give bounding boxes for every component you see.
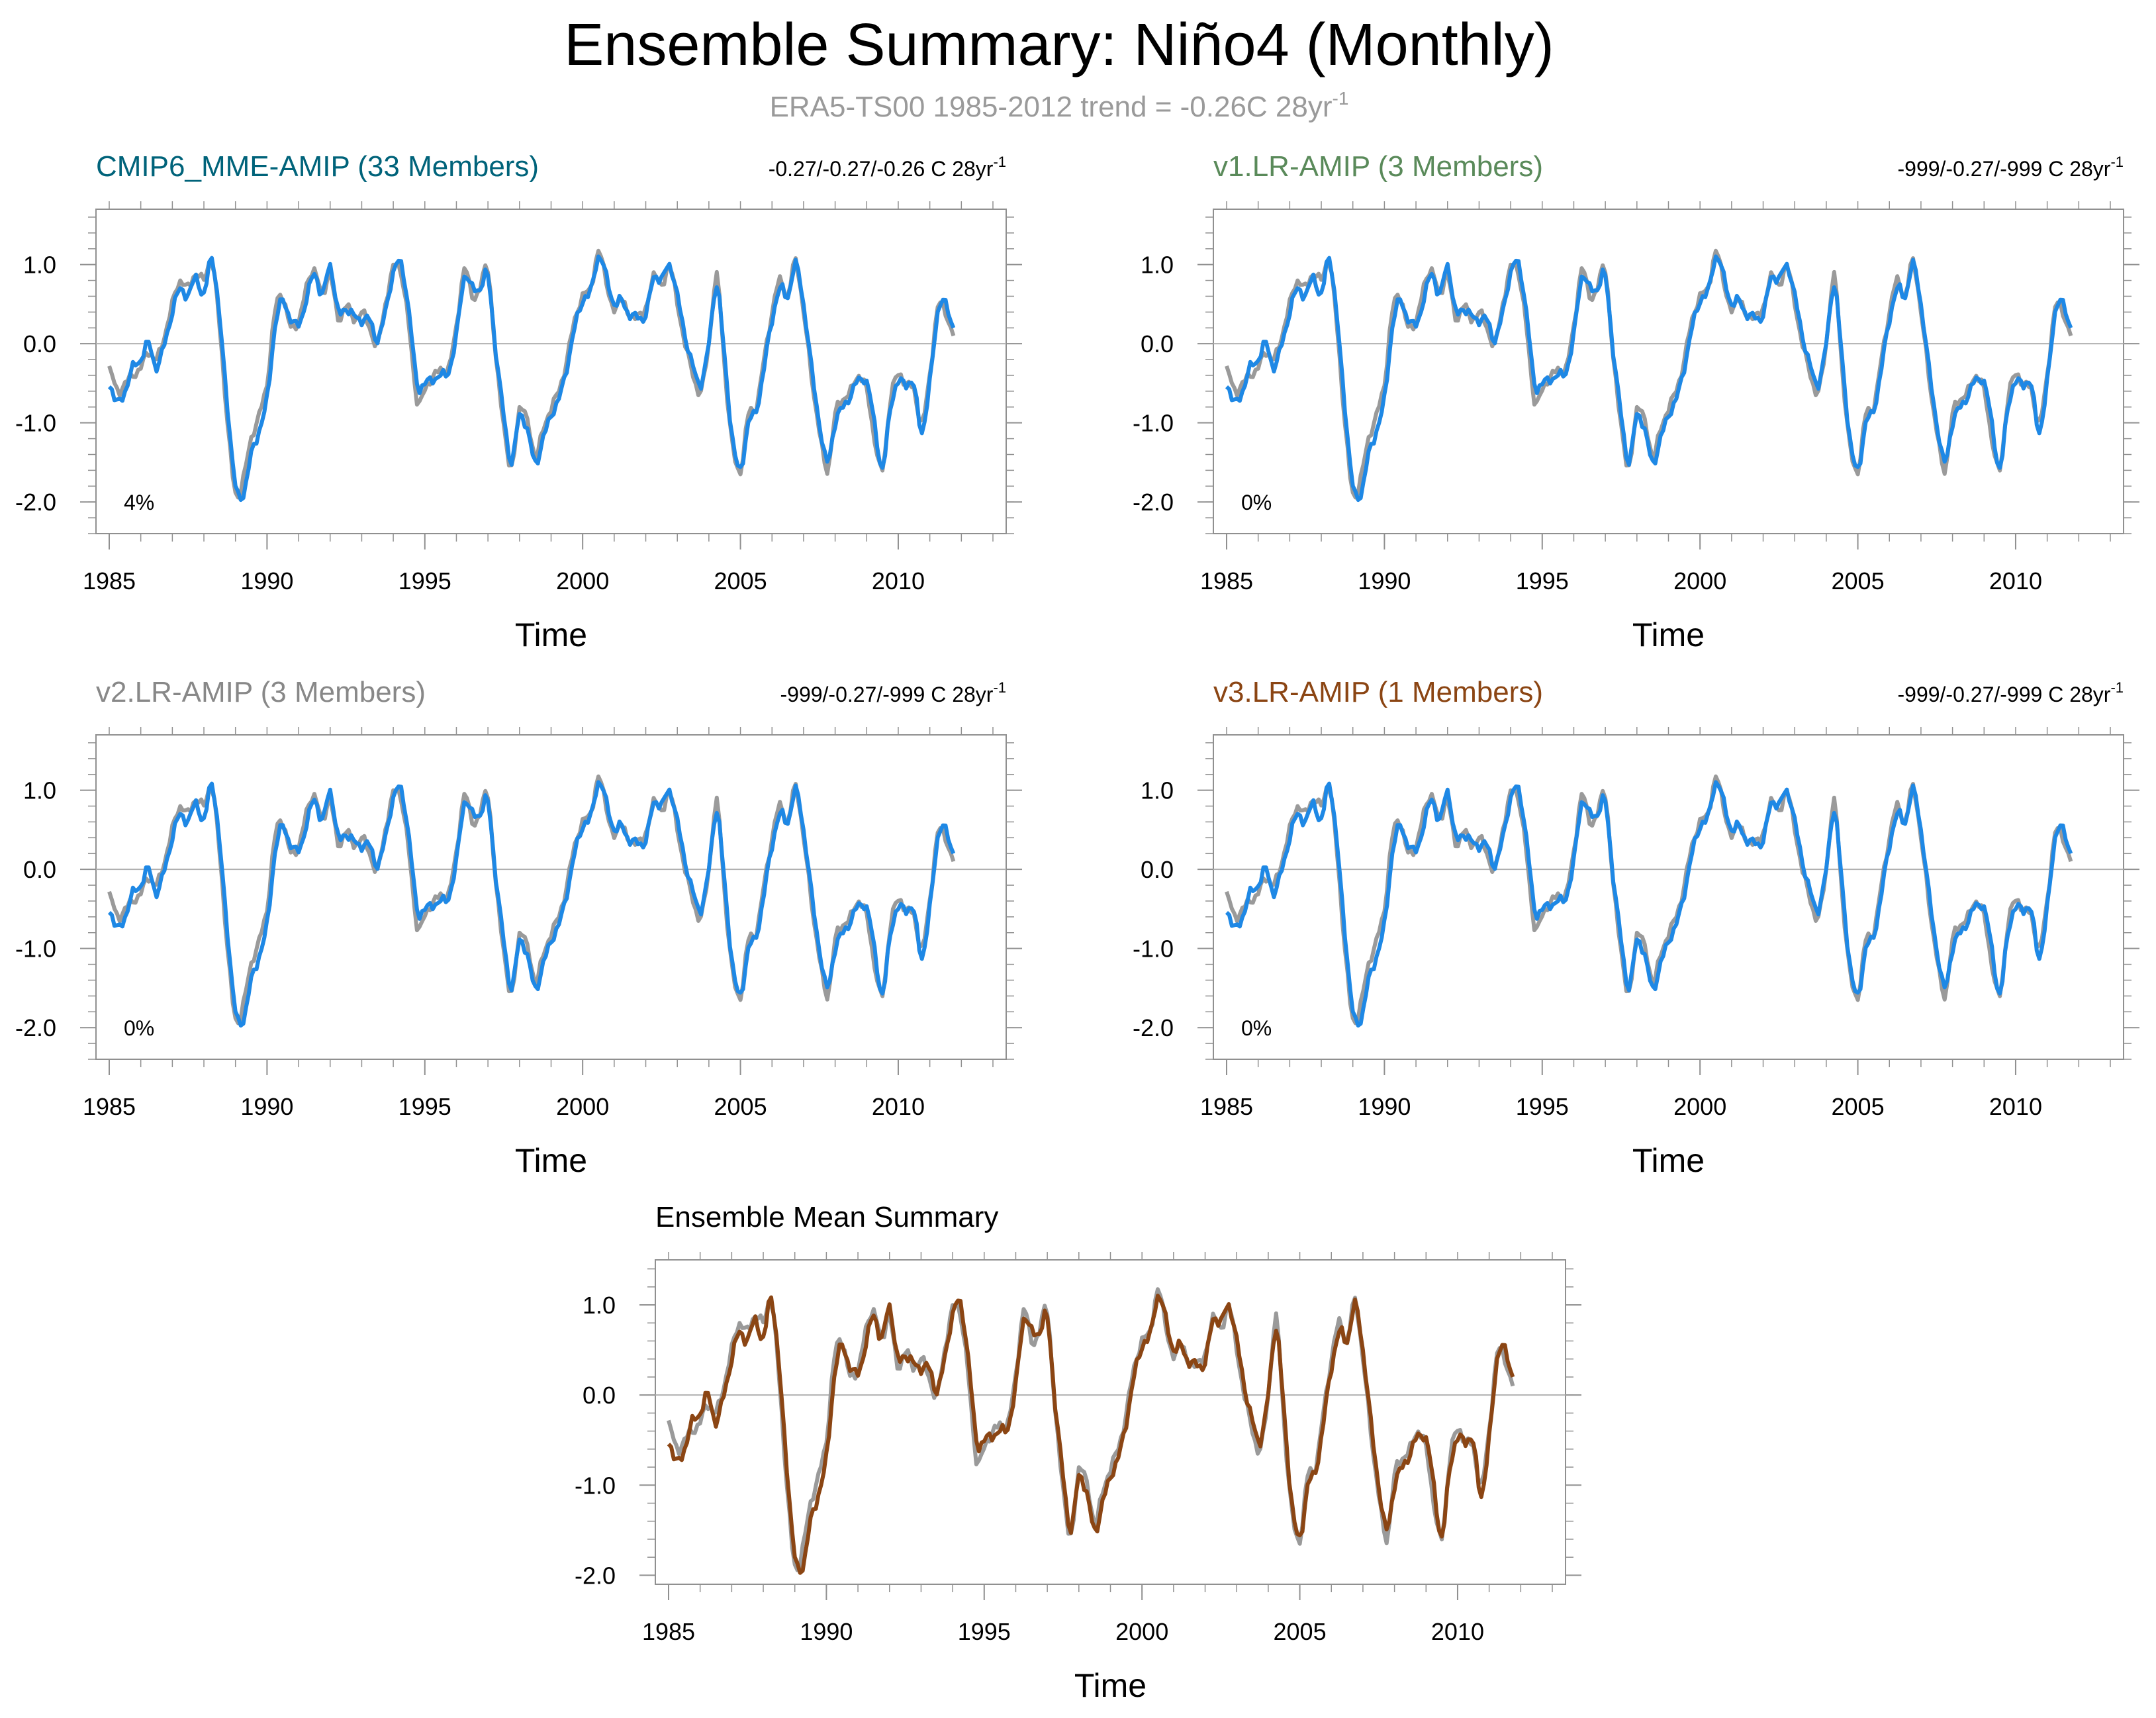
x-tick-label: 1995 [958, 1618, 1011, 1645]
panel-trend: -999/-0.27/-999 C 28yr-1 [1897, 679, 2124, 706]
panel-trend-superscript: -1 [993, 679, 1006, 696]
chart-panel-1: 1.0 0.0 -1.0 -2.0 1985 1990 1995 2000 2005 2010 Ti… [15, 150, 1022, 653]
x-tick-label: 1995 [398, 1093, 451, 1120]
y-tick-label: 1.0 [1141, 252, 1174, 279]
figure-title: Ensemble Summary: Niño4 (Monthly) [564, 12, 1554, 78]
x-tick-label: 1995 [1516, 567, 1569, 595]
panel-percent: 0% [124, 1016, 154, 1040]
y-tick-label: -1.0 [15, 410, 56, 437]
y-tick-label: -2.0 [15, 489, 56, 516]
x-tick-label: 2010 [872, 1093, 925, 1120]
x-tick-label: 2000 [556, 567, 609, 595]
panel-trend-text: -0.27/-0.27/-0.26 C 28yr [769, 157, 994, 181]
y-tick-label: -1.0 [15, 935, 56, 963]
y-tick-label: 0.0 [23, 330, 56, 358]
x-tick-label: 2005 [1832, 567, 1885, 595]
y-tick-label: 1.0 [583, 1292, 616, 1319]
panel-trend: -999/-0.27/-999 C 28yr-1 [1897, 154, 2124, 181]
panel-trend: -999/-0.27/-999 C 28yr-1 [780, 679, 1006, 706]
chart-panel-3: 1.0 0.0 -1.0 -2.0 1985 1990 1995 2000 2005 2010 Ti… [15, 676, 1022, 1179]
x-tick-label: 1985 [1200, 1093, 1253, 1120]
x-tick-label: 1990 [1358, 1093, 1411, 1120]
series-line-model [107, 254, 956, 502]
panel-title: CMIP6_MME-AMIP (33 Members) [96, 150, 539, 183]
x-axis-title: Time [515, 616, 587, 653]
x-tick-label: 1985 [642, 1618, 695, 1645]
y-tick-label: 0.0 [583, 1382, 616, 1409]
x-tick-label: 2000 [1673, 567, 1726, 595]
panel-percent: 0% [1241, 1016, 1272, 1040]
x-tick-label: 2000 [556, 1093, 609, 1120]
y-tick-label: -2.0 [575, 1562, 616, 1589]
x-tick-label: 2005 [1832, 1093, 1885, 1120]
y-tick-label: 0.0 [23, 856, 56, 883]
y-tick-label: 0.0 [1141, 856, 1174, 883]
series-line-model [1225, 780, 2073, 1028]
y-tick-label: -1.0 [1133, 935, 1174, 963]
panel-trend-superscript: -1 [2110, 154, 2124, 170]
x-axis-title: Time [1632, 616, 1705, 653]
panel-trend-text: -999/-0.27/-999 C 28yr [780, 683, 993, 706]
chart-panel-4: 1.0 0.0 -1.0 -2.0 1985 1990 1995 2000 2005 2010 Ti… [1133, 676, 2139, 1179]
x-tick-label: 2005 [1274, 1618, 1327, 1645]
x-tick-label: 1990 [240, 1093, 293, 1120]
series-line-model [107, 780, 956, 1028]
y-tick-label: -2.0 [1133, 1014, 1174, 1041]
x-axis-title: Time [1074, 1667, 1147, 1704]
x-tick-label: 2010 [1431, 1618, 1484, 1645]
y-tick-label: 1.0 [23, 777, 56, 804]
series-line-model [667, 1294, 1515, 1575]
panel-trend: -0.27/-0.27/-0.26 C 28yr-1 [769, 154, 1006, 181]
x-tick-label: 2000 [1673, 1093, 1726, 1120]
y-tick-label: -1.0 [1133, 410, 1174, 437]
panels: 1.0 0.0 -1.0 -2.0 1985 1990 1995 2000 2005 2010 Ti… [15, 150, 2139, 1704]
y-tick-label: -2.0 [1133, 489, 1174, 516]
panel-trend-superscript: -1 [2110, 679, 2124, 696]
x-tick-label: 1995 [398, 567, 451, 595]
y-tick-label: 1.0 [1141, 777, 1174, 804]
x-tick-label: 2010 [1989, 567, 2042, 595]
x-tick-label: 1985 [1200, 567, 1253, 595]
panel-percent: 4% [124, 491, 154, 514]
x-tick-label: 1995 [1516, 1093, 1569, 1120]
panel-title: v2.LR-AMIP (3 Members) [96, 676, 426, 708]
y-tick-label: -1.0 [575, 1472, 616, 1499]
y-tick-label: 1.0 [23, 252, 56, 279]
x-tick-label: 1985 [83, 1093, 136, 1120]
x-tick-label: 1990 [240, 567, 293, 595]
x-tick-label: 2010 [1989, 1093, 2042, 1120]
x-tick-label: 1985 [83, 567, 136, 595]
panel-title: Ensemble Mean Summary [655, 1201, 998, 1233]
panel-title: v1.LR-AMIP (3 Members) [1213, 150, 1543, 183]
x-tick-label: 2000 [1115, 1618, 1168, 1645]
chart-panel-5: 1.0 0.0 -1.0 -2.0 1985 1990 1995 2000 2005 2010 Ti… [575, 1201, 1581, 1704]
figure-subtitle-text: ERA5-TS00 1985-2012 trend = -0.26C 28yr [770, 91, 1333, 123]
x-tick-label: 2005 [714, 1093, 767, 1120]
x-tick-label: 1990 [1358, 567, 1411, 595]
x-axis-title: Time [515, 1142, 587, 1179]
x-tick-label: 2010 [872, 567, 925, 595]
x-tick-label: 1990 [800, 1618, 853, 1645]
panel-trend-text: -999/-0.27/-999 C 28yr [1897, 683, 2110, 706]
panel-trend-superscript: -1 [993, 154, 1006, 170]
chart-panel-2: 1.0 0.0 -1.0 -2.0 1985 1990 1995 2000 2005 2010 Ti… [1133, 150, 2139, 653]
panel-title: v3.LR-AMIP (1 Members) [1213, 676, 1543, 708]
x-tick-label: 2005 [714, 567, 767, 595]
figure-subtitle: ERA5-TS00 1985-2012 trend = -0.26C 28yr-… [770, 88, 1349, 123]
x-axis-title: Time [1632, 1142, 1705, 1179]
panel-trend-text: -999/-0.27/-999 C 28yr [1897, 157, 2110, 181]
y-tick-label: 0.0 [1141, 330, 1174, 358]
figure-subtitle-superscript: -1 [1333, 88, 1349, 109]
series-line-model [1225, 254, 2073, 502]
panel-percent: 0% [1241, 491, 1272, 514]
y-tick-label: -2.0 [15, 1014, 56, 1041]
